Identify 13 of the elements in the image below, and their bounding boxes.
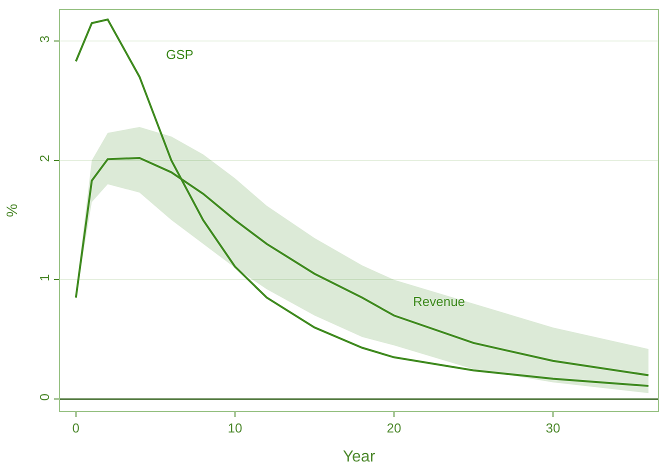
series-label: Revenue	[413, 294, 466, 309]
x-axis-title: Year	[342, 448, 376, 466]
y-tick-label: 0	[36, 394, 52, 401]
x-tick-label: 20	[386, 420, 402, 436]
x-tick-label: 0	[72, 420, 80, 436]
y-tick-label: 3	[36, 35, 52, 43]
y-tick-label: 1	[36, 274, 52, 282]
x-tick-label: 10	[228, 420, 242, 436]
y-tick-label: 2	[36, 154, 52, 162]
line-series	[74, 18, 650, 387]
x-tick-label: 30	[546, 420, 560, 436]
y-axis-title: %	[4, 204, 22, 218]
text: GSP	[166, 47, 194, 62]
